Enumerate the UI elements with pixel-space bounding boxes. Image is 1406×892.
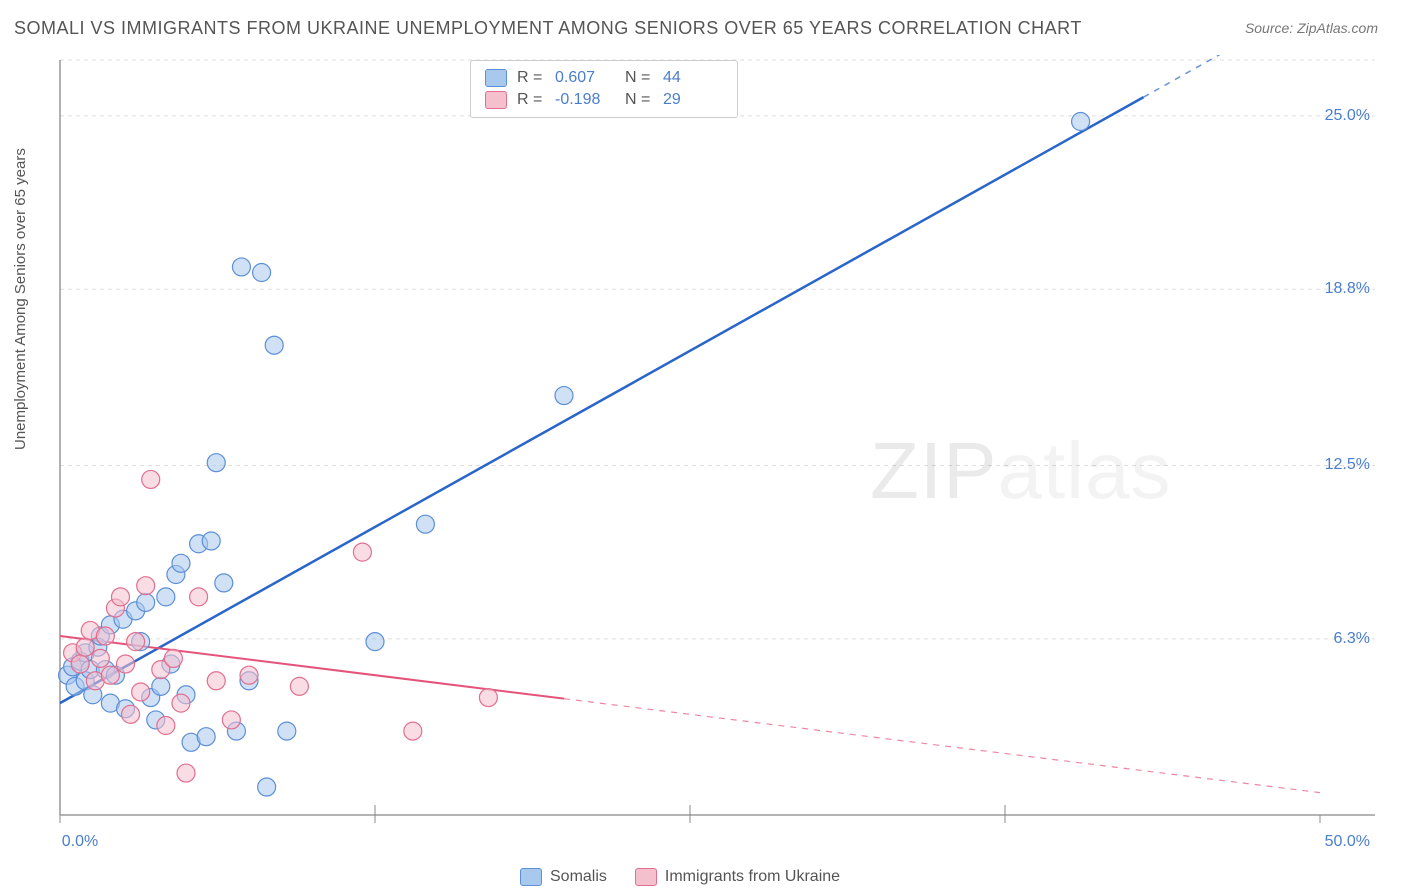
y-tick-label: 12.5%	[1325, 456, 1370, 474]
y-tick-label: 6.3%	[1334, 630, 1370, 648]
legend-label: Somalis	[550, 868, 607, 886]
chart-canvas	[50, 55, 1380, 855]
legend-item: Immigrants from Ukraine	[635, 868, 840, 886]
watermark: ZIPatlas	[870, 425, 1171, 517]
n-value: 29	[663, 91, 723, 109]
r-value: -0.198	[555, 91, 615, 109]
legend-label: Immigrants from Ukraine	[665, 868, 840, 886]
legend-swatch	[485, 91, 507, 109]
series-legend: Somalis Immigrants from Ukraine	[520, 868, 840, 886]
r-label: R =	[517, 69, 545, 87]
y-tick-label: 25.0%	[1325, 107, 1370, 125]
y-tick-label: 18.8%	[1325, 280, 1370, 298]
legend-swatch	[520, 868, 542, 886]
y-axis-label: Unemployment Among Seniors over 65 years	[12, 148, 29, 450]
legend-item: Somalis	[520, 868, 607, 886]
legend-swatch	[485, 69, 507, 87]
scatter-plot: 6.3% 12.5% 18.8% 25.0% 0.0% 50.0% ZIPatlas	[50, 55, 1380, 855]
x-tick-label: 0.0%	[62, 833, 98, 851]
n-value: 44	[663, 69, 723, 87]
n-label: N =	[625, 91, 653, 109]
r-label: R =	[517, 91, 545, 109]
chart-title: SOMALI VS IMMIGRANTS FROM UKRAINE UNEMPL…	[14, 18, 1082, 39]
legend-swatch	[635, 868, 657, 886]
legend-row: R = 0.607 N = 44	[485, 67, 723, 89]
legend-row: R = -0.198 N = 29	[485, 89, 723, 111]
n-label: N =	[625, 69, 653, 87]
correlation-legend: R = 0.607 N = 44 R = -0.198 N = 29	[470, 60, 738, 118]
r-value: 0.607	[555, 69, 615, 87]
x-tick-label: 50.0%	[1325, 833, 1370, 851]
source-attribution: Source: ZipAtlas.com	[1245, 20, 1378, 36]
